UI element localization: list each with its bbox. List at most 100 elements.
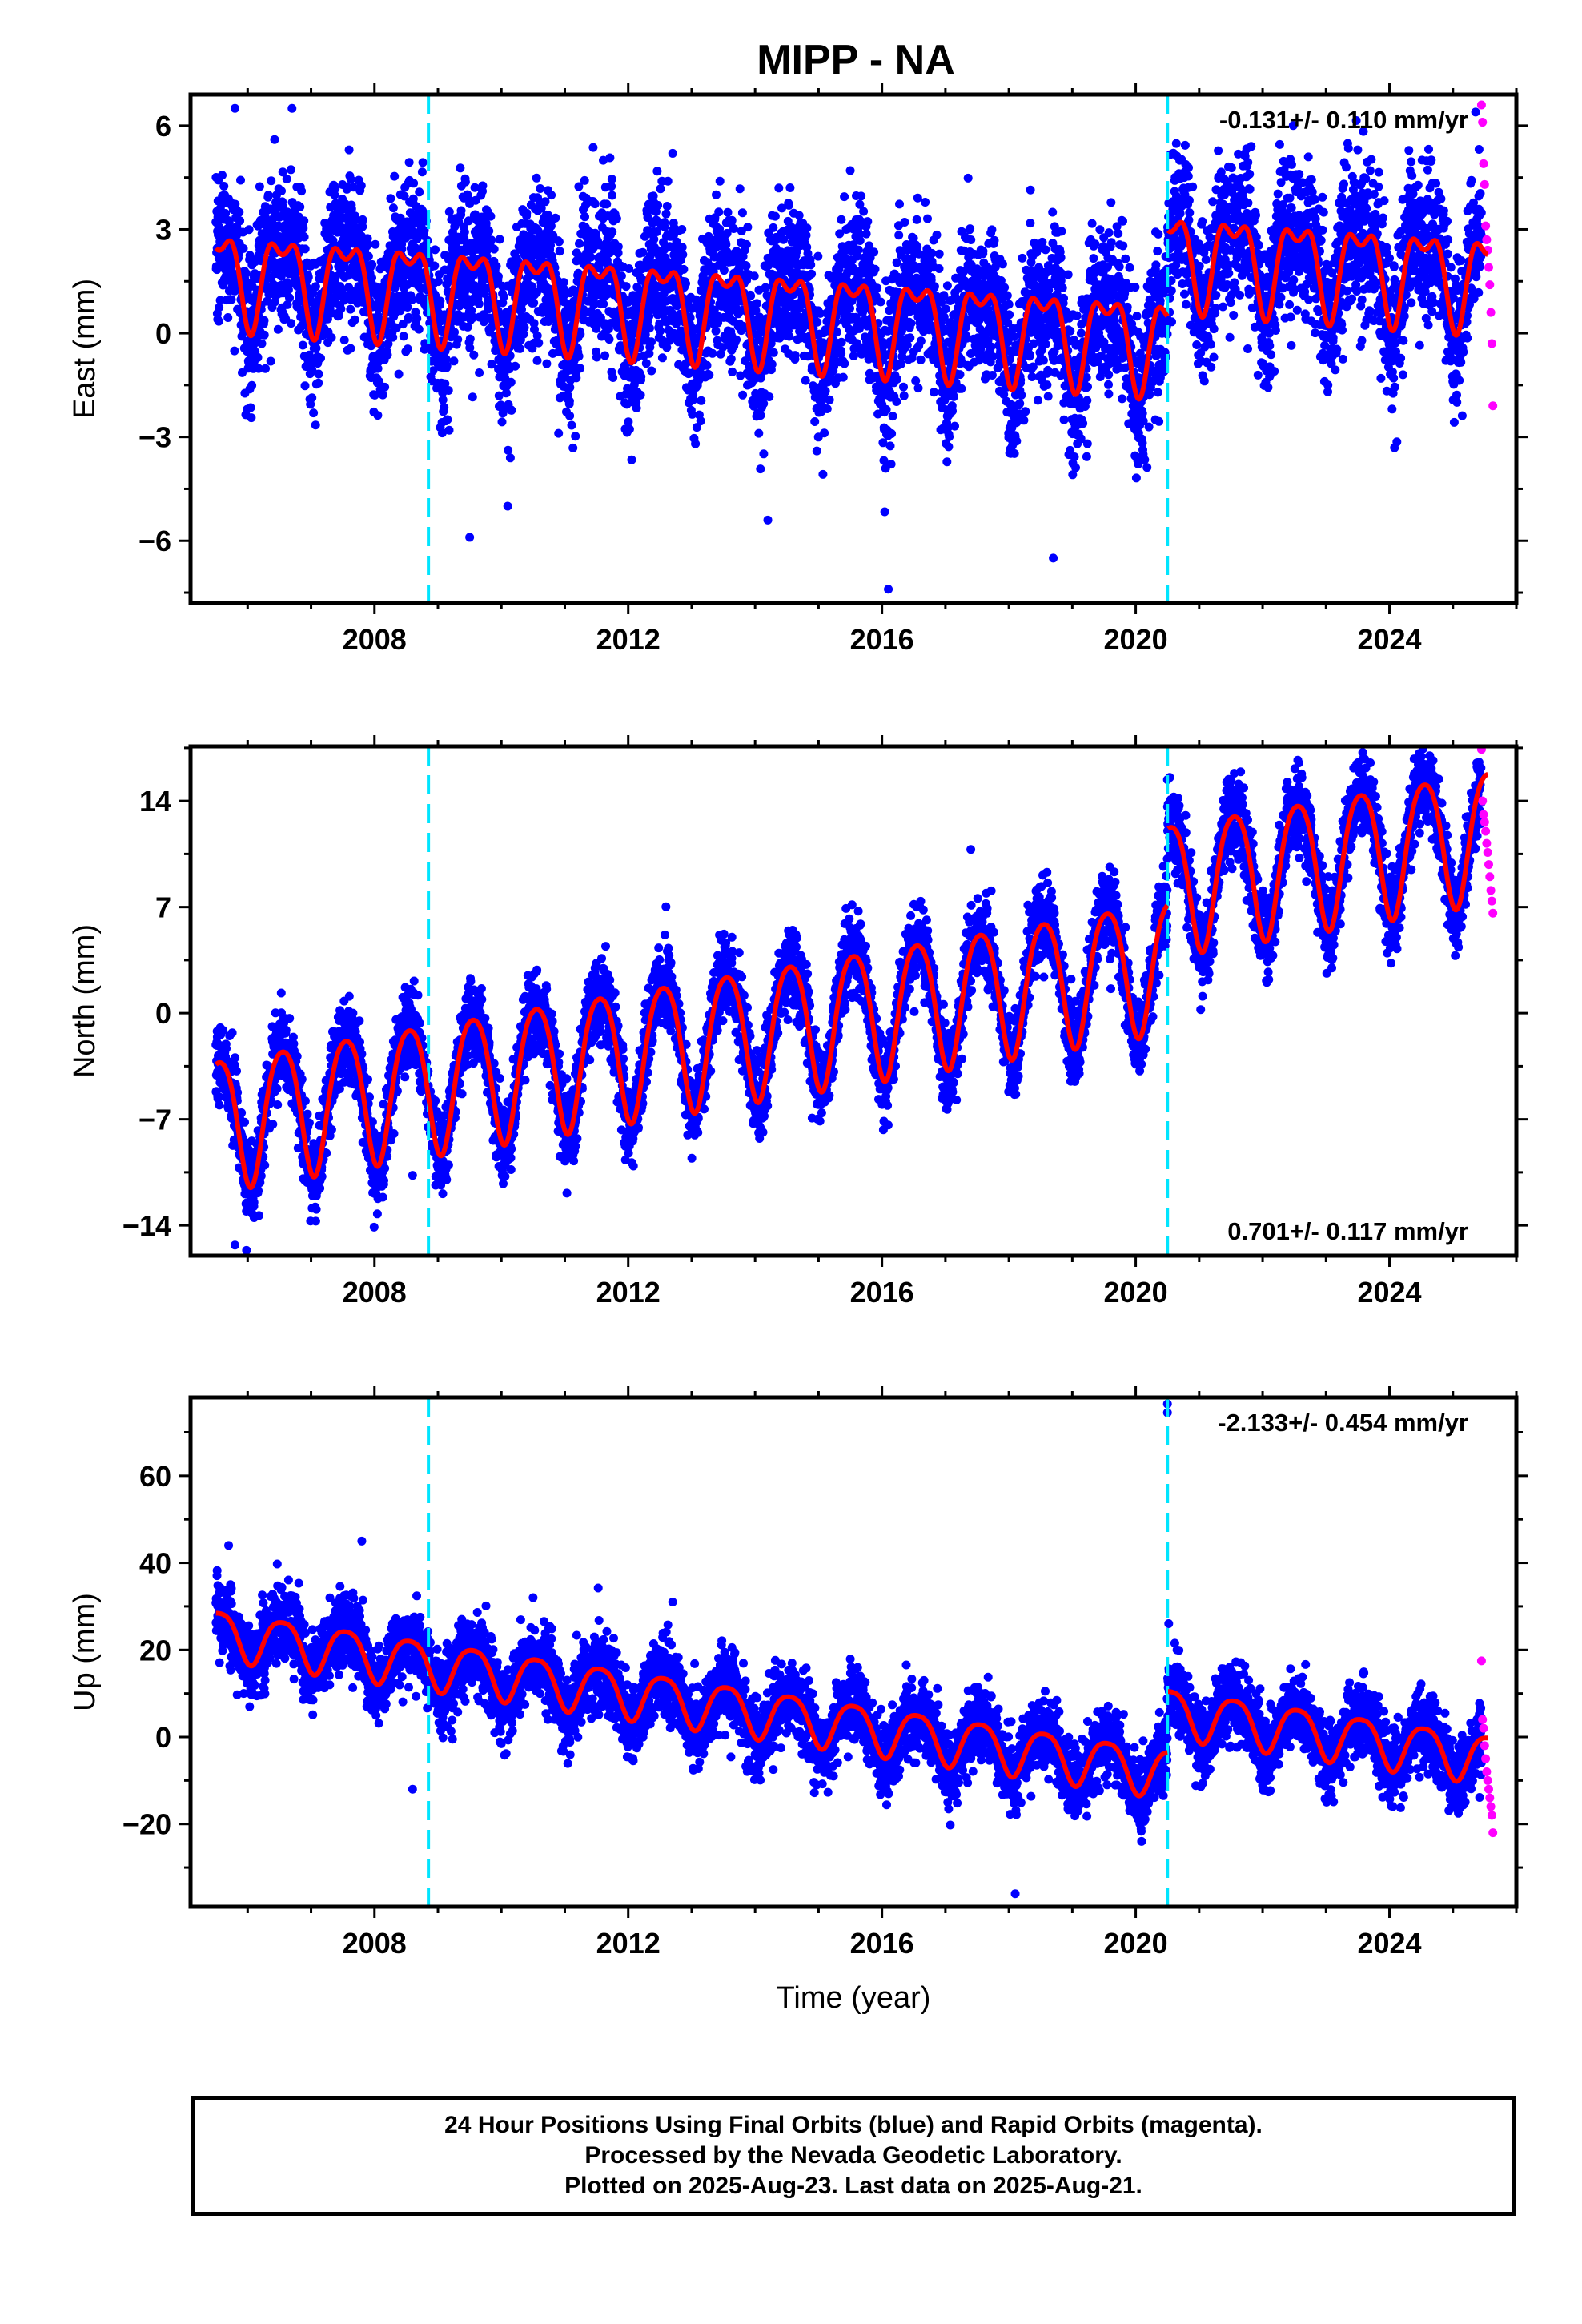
rapid-orbit-point-up-7 [1484,1784,1493,1794]
rapid-orbit-point-east-11 [1488,401,1498,411]
rapid-orbit-point-up-3 [1480,1741,1489,1751]
sample-point-up-0 [224,1541,234,1550]
sample-point-east-1 [287,103,297,113]
sample-point-north-4 [966,845,976,854]
sample-point-east-10 [845,166,855,175]
rapid-orbit-point-north-10 [1487,896,1496,906]
sample-point-north-2 [1416,760,1426,770]
caption-line-2: Processed by the Nevada Geodetic Laborat… [584,2142,1122,2169]
y-tick-label-east-3: 3 [155,213,171,246]
sample-point-east-2 [344,145,354,155]
sample-point-north-5 [408,1171,417,1180]
rapid-orbit-point-up-11 [1488,1828,1498,1838]
sample-point-up-1 [357,1536,367,1546]
x-tick-label-east-1: 2012 [596,623,661,656]
x-tick-label-up-3: 2020 [1104,1927,1168,1960]
rapid-orbit-point-north-11 [1488,908,1498,918]
rapid-orbit-point-north-2 [1479,810,1488,819]
x-tick-label-east-0: 2008 [343,623,407,656]
y-axis-label-up: Up (mm) [68,1593,102,1711]
rapid-orbit-point-east-8 [1485,280,1495,290]
rapid-orbit-point-up-10 [1487,1811,1496,1820]
y-tick-label-east-4: 6 [155,110,171,143]
sample-point-east-9 [1353,145,1363,155]
x-tick-label-north-0: 2008 [343,1276,407,1309]
rapid-orbit-point-east-4 [1481,221,1491,231]
rapid-orbit-point-east-2 [1479,159,1488,168]
y-tick-label-north-3: 7 [155,891,171,924]
x-tick-label-north-4: 2024 [1357,1276,1421,1309]
rapid-orbit-point-north-4 [1481,826,1491,836]
rapid-orbit-point-east-3 [1480,179,1489,189]
plot-frame-up [188,1395,1519,1909]
rapid-orbit-point-east-0 [1476,100,1486,110]
rapid-orbit-point-east-5 [1482,235,1492,244]
rapid-orbit-point-up-0 [1476,1656,1486,1666]
x-tick-label-north-1: 2012 [596,1276,661,1309]
y-tick-label-north-4: 14 [139,785,171,818]
model-curve-up [214,1610,1490,1799]
final-orbit-points-up [211,1559,1486,1846]
rapid-orbit-point-east-1 [1478,118,1488,127]
up-panel: 2008 2012 2016 2020 2024 −20 0 20 40 60 Up (mm) Tim… [68,1386,1528,2015]
rapid-orbit-point-up-9 [1486,1802,1496,1811]
y-tick-label-north-2: 0 [155,997,171,1030]
east-panel: 2008 2012 2016 2020 2024 −6 −3 0 3 6 East (mm) -0.1… [68,83,1528,656]
y-tick-label-east-2: 0 [155,317,171,350]
chart-title: MIPP - NA [757,37,955,83]
y-tick-label-up-4: 60 [139,1460,171,1493]
sample-point-east-5 [668,148,677,158]
x-tick-label-east-2: 2016 [850,623,914,656]
y-tick-label-north-0: −14 [122,1209,171,1242]
model-curve-north [214,772,1490,1191]
sample-point-east-4 [503,501,512,511]
y-axis-label-north: North (mm) [68,924,102,1078]
sample-point-east-6 [763,515,773,525]
sample-point-east-11 [1220,190,1230,199]
plot-area-north [211,746,1498,1256]
y-tick-label-up-2: 20 [139,1634,171,1667]
x-tick-label-up-1: 2012 [596,1927,661,1960]
rapid-orbit-point-north-1 [1478,796,1488,806]
plot-area-up [211,1397,1498,1907]
rapid-orbit-point-north-9 [1486,886,1496,895]
rapid-orbit-point-east-7 [1484,263,1493,272]
sample-point-up-5 [408,1784,417,1794]
caption-box: 24 Hour Positions Using Final Orbits (bl… [191,2096,1516,2216]
y-tick-label-up-0: −20 [122,1808,171,1841]
rapid-orbit-point-east-10 [1487,339,1496,348]
sample-point-up-2 [1010,1889,1020,1899]
x-tick-label-up-0: 2008 [343,1927,407,1960]
x-tick-label-north-3: 2020 [1104,1276,1168,1309]
rapid-orbit-point-up-1 [1478,1715,1488,1724]
final-orbit-points-north [211,746,1486,1255]
x-tick-label-up-4: 2024 [1357,1927,1421,1960]
y-axis-label-east: East (mm) [68,279,102,419]
north-panel: 2008 2012 2016 2020 2024 −14 −7 0 7 14 North (mm) 0… [68,735,1528,1309]
plot-frame-east [188,92,1519,605]
y-tick-label-east-1: −3 [139,421,171,454]
sample-point-east-7 [884,585,893,594]
x-tick-label-north-2: 2016 [850,1276,914,1309]
x-tick-label-east-4: 2024 [1357,623,1421,656]
sample-point-north-0 [230,1240,239,1250]
rate-label-up: -2.133+/- 0.454 mm/yr [1218,1409,1468,1437]
x-axis-label-up: Time (year) [777,1981,931,2015]
y-tick-label-up-3: 40 [139,1547,171,1580]
rapid-orbit-point-north-8 [1485,872,1495,882]
sample-point-up-7 [528,1593,538,1602]
y-tick-label-north-1: −7 [139,1104,171,1136]
model-curve-east [214,219,1490,402]
rate-label-east: -0.131+/- 0.110 mm/yr [1219,106,1468,134]
rapid-orbit-point-north-6 [1483,848,1492,857]
y-tick-label-east-0: −6 [139,525,171,557]
sample-point-up-6 [668,1597,677,1606]
x-tick-label-east-3: 2020 [1104,623,1168,656]
rapid-orbit-point-up-4 [1481,1754,1491,1763]
caption-line-3: Plotted on 2025-Aug-23. Last data on 202… [564,2173,1142,2199]
rapid-orbit-point-up-8 [1485,1793,1495,1803]
sample-point-north-3 [1366,775,1375,785]
sample-point-east-8 [1049,553,1058,563]
rapid-orbit-point-up-2 [1479,1723,1488,1733]
